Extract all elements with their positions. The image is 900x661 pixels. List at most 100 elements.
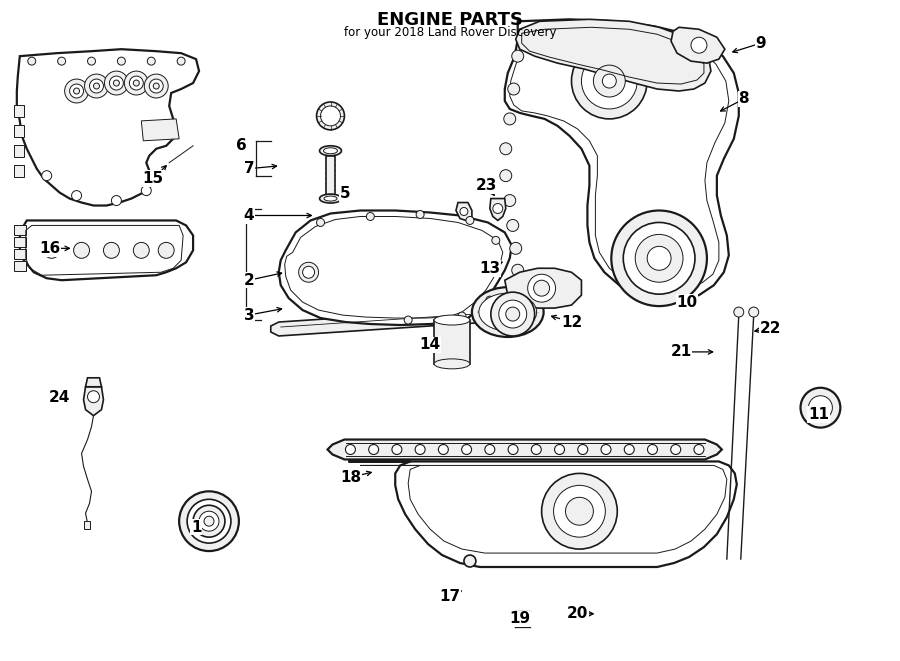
Circle shape bbox=[464, 555, 476, 567]
Text: 14: 14 bbox=[419, 337, 441, 352]
Circle shape bbox=[624, 223, 695, 294]
Polygon shape bbox=[326, 156, 336, 198]
Text: 3: 3 bbox=[244, 307, 254, 323]
Circle shape bbox=[554, 485, 606, 537]
Text: ENGINE PARTS: ENGINE PARTS bbox=[377, 11, 523, 29]
Circle shape bbox=[44, 243, 59, 258]
Circle shape bbox=[554, 444, 564, 455]
Text: 4: 4 bbox=[244, 208, 254, 223]
Polygon shape bbox=[14, 237, 26, 247]
Circle shape bbox=[800, 388, 841, 428]
Polygon shape bbox=[14, 165, 23, 176]
Ellipse shape bbox=[323, 148, 338, 154]
Circle shape bbox=[601, 444, 611, 455]
Circle shape bbox=[299, 262, 319, 282]
Circle shape bbox=[133, 80, 140, 86]
Circle shape bbox=[635, 235, 683, 282]
Circle shape bbox=[392, 444, 402, 455]
Circle shape bbox=[462, 444, 472, 455]
Polygon shape bbox=[141, 119, 179, 141]
Polygon shape bbox=[434, 320, 470, 364]
Text: 21: 21 bbox=[670, 344, 692, 360]
Circle shape bbox=[527, 274, 555, 302]
Circle shape bbox=[199, 511, 219, 531]
Circle shape bbox=[194, 505, 225, 537]
Circle shape bbox=[110, 76, 123, 90]
Text: 7: 7 bbox=[244, 161, 254, 176]
Text: 5: 5 bbox=[340, 186, 351, 201]
Circle shape bbox=[491, 237, 500, 245]
Circle shape bbox=[486, 296, 494, 304]
Circle shape bbox=[542, 473, 617, 549]
Circle shape bbox=[72, 190, 82, 200]
Circle shape bbox=[133, 243, 149, 258]
Polygon shape bbox=[14, 225, 26, 235]
Circle shape bbox=[85, 74, 108, 98]
Text: 24: 24 bbox=[49, 390, 70, 405]
Circle shape bbox=[317, 102, 345, 130]
Circle shape bbox=[458, 312, 466, 320]
Circle shape bbox=[485, 444, 495, 455]
Ellipse shape bbox=[472, 287, 544, 337]
Text: 2: 2 bbox=[244, 273, 254, 288]
Circle shape bbox=[58, 57, 66, 65]
Circle shape bbox=[491, 292, 535, 336]
Text: 11: 11 bbox=[808, 407, 829, 422]
Text: 20: 20 bbox=[567, 606, 588, 621]
Polygon shape bbox=[271, 308, 498, 336]
Circle shape bbox=[625, 444, 634, 455]
Ellipse shape bbox=[479, 293, 536, 331]
Polygon shape bbox=[17, 49, 199, 206]
Ellipse shape bbox=[320, 146, 341, 156]
Circle shape bbox=[506, 307, 519, 321]
Circle shape bbox=[593, 65, 626, 97]
Polygon shape bbox=[14, 261, 26, 271]
Circle shape bbox=[415, 444, 425, 455]
Circle shape bbox=[460, 208, 468, 215]
Text: 16: 16 bbox=[39, 241, 60, 256]
Circle shape bbox=[504, 113, 516, 125]
Circle shape bbox=[366, 212, 374, 221]
Circle shape bbox=[141, 186, 151, 196]
Circle shape bbox=[104, 243, 120, 258]
Polygon shape bbox=[14, 145, 23, 157]
Circle shape bbox=[466, 217, 474, 225]
Circle shape bbox=[369, 444, 379, 455]
Text: 8: 8 bbox=[738, 91, 749, 106]
Text: 19: 19 bbox=[509, 611, 530, 626]
Circle shape bbox=[578, 444, 588, 455]
Circle shape bbox=[694, 444, 704, 455]
Text: 6: 6 bbox=[236, 138, 247, 153]
Circle shape bbox=[512, 50, 524, 62]
Circle shape bbox=[509, 243, 522, 254]
Circle shape bbox=[512, 264, 524, 276]
Circle shape bbox=[572, 43, 647, 119]
Circle shape bbox=[534, 280, 550, 296]
Circle shape bbox=[508, 83, 519, 95]
Text: for your 2018 Land Rover Discovery: for your 2018 Land Rover Discovery bbox=[344, 26, 556, 39]
Circle shape bbox=[104, 71, 129, 95]
Polygon shape bbox=[505, 19, 739, 300]
Circle shape bbox=[112, 196, 122, 206]
Circle shape bbox=[647, 247, 671, 270]
Circle shape bbox=[65, 79, 88, 103]
Polygon shape bbox=[348, 461, 737, 567]
Text: 1: 1 bbox=[191, 520, 202, 535]
Polygon shape bbox=[456, 202, 472, 221]
Circle shape bbox=[670, 444, 680, 455]
Circle shape bbox=[69, 84, 84, 98]
Circle shape bbox=[89, 79, 104, 93]
Circle shape bbox=[28, 57, 36, 65]
Polygon shape bbox=[490, 198, 506, 221]
Text: 13: 13 bbox=[480, 260, 500, 276]
Circle shape bbox=[148, 57, 155, 65]
Circle shape bbox=[317, 219, 325, 227]
Text: 17: 17 bbox=[439, 590, 461, 604]
Circle shape bbox=[149, 79, 163, 93]
Circle shape bbox=[130, 76, 143, 90]
Polygon shape bbox=[14, 125, 23, 137]
Circle shape bbox=[493, 204, 503, 214]
Circle shape bbox=[602, 74, 616, 88]
Circle shape bbox=[808, 396, 833, 420]
Ellipse shape bbox=[324, 196, 337, 201]
